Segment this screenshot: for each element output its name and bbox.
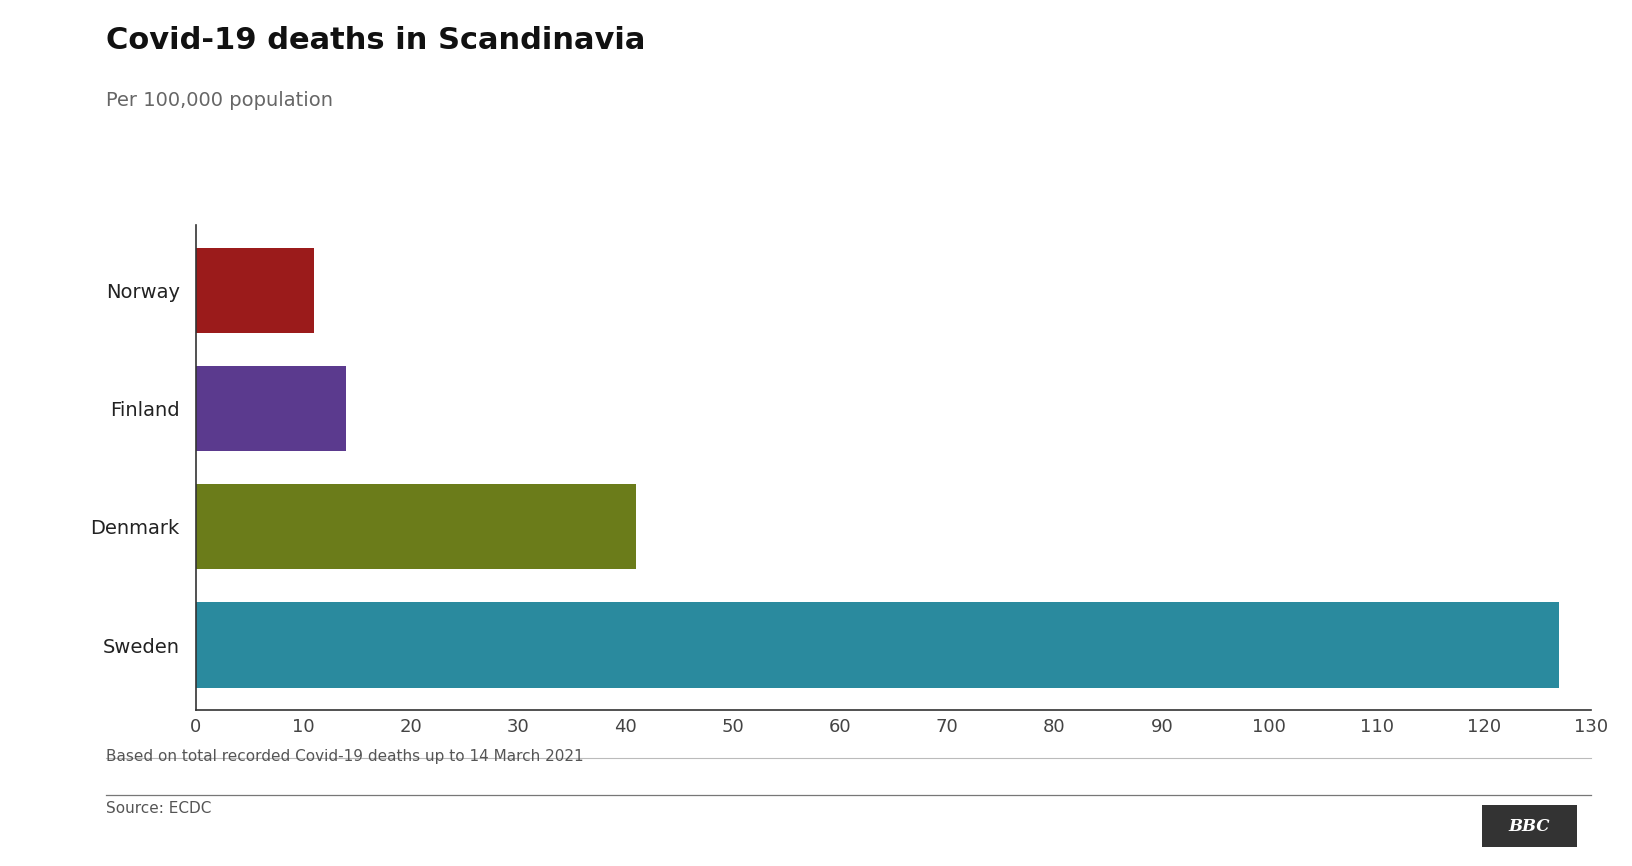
Bar — [196, 248, 313, 333]
Text: Covid-19 deaths in Scandinavia: Covid-19 deaths in Scandinavia — [106, 26, 645, 55]
Bar — [196, 366, 346, 451]
Text: BBC: BBC — [1508, 818, 1550, 835]
Bar — [196, 484, 636, 569]
Text: Based on total recorded Covid-19 deaths up to 14 March 2021: Based on total recorded Covid-19 deaths … — [106, 749, 584, 764]
Text: Per 100,000 population: Per 100,000 population — [106, 91, 333, 110]
Text: Source: ECDC: Source: ECDC — [106, 801, 212, 816]
Bar — [196, 603, 1559, 688]
